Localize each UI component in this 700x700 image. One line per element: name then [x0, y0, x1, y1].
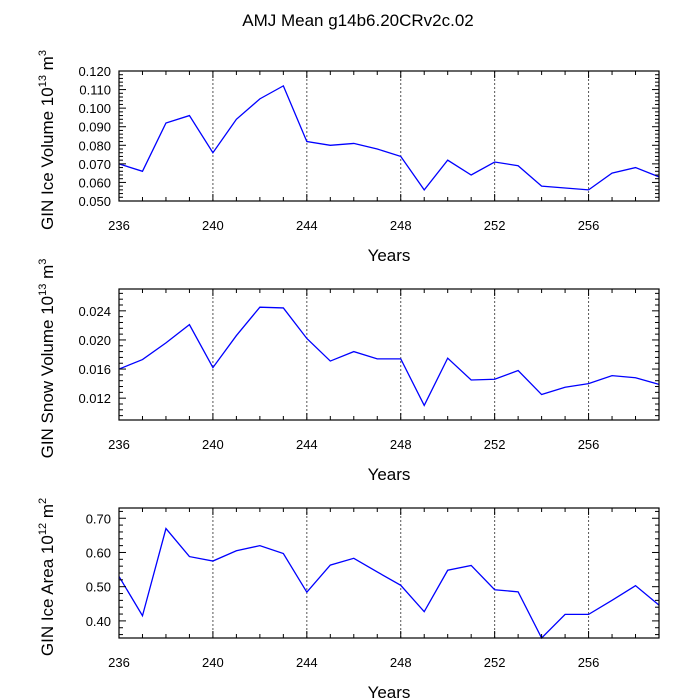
y-axis-label-text: GIN Ice Volume 10 — [38, 87, 57, 230]
x-tick-label: 248 — [390, 655, 412, 670]
y-axis-label: GIN Ice Volume 1013 m3 — [37, 50, 57, 230]
y-axis-label-unit: m — [38, 56, 57, 75]
x-tick-label: 244 — [296, 655, 318, 670]
y-axis-label-unit-exp: 3 — [37, 50, 49, 56]
x-tick-label: 256 — [578, 655, 600, 670]
panel-2: 236 240 244 248 252 256 0.012 0.016 0.020 0.024 Ye… — [37, 259, 660, 484]
y-tick-label: 0.090 — [78, 120, 111, 135]
x-tick-label: 252 — [484, 437, 506, 452]
y-axis-label-text: GIN Ice Area 10 — [38, 535, 57, 656]
chart-title: AMJ Mean g14b6.20CRv2c.02 — [242, 11, 474, 30]
y-tick-label: 0.016 — [78, 362, 111, 377]
series-line — [118, 84, 660, 191]
y-tick-label: 0.060 — [78, 175, 111, 190]
y-axis-label: GIN Ice Area 1012 m2 — [37, 498, 57, 656]
plot-frame — [118, 288, 660, 421]
y-tick-label: 0.40 — [86, 614, 111, 629]
x-tick-label: 236 — [108, 655, 130, 670]
y-tick-label: 0.70 — [86, 511, 111, 526]
y-tick-label: 0.070 — [78, 157, 111, 172]
y-axis-label-exp: 12 — [37, 523, 49, 535]
y-axis-label-unit-exp: 3 — [37, 259, 49, 265]
x-tick-label: 240 — [202, 218, 224, 233]
x-axis-label: Years — [368, 465, 411, 484]
y-tick-label: 0.120 — [78, 64, 111, 79]
panel-1: 236 240 244 248 252 256 0.050 0.060 0.070 0.080 0.… — [37, 50, 660, 265]
x-tick-label: 244 — [296, 218, 318, 233]
x-tick-label: 252 — [484, 218, 506, 233]
series-line — [118, 306, 660, 407]
x-tick-label: 248 — [390, 437, 412, 452]
x-axis-label: Years — [368, 683, 411, 700]
y-axis-label-exp: 13 — [37, 75, 49, 87]
y-tick-label: 0.020 — [78, 333, 111, 348]
x-tick-label: 236 — [108, 437, 130, 452]
x-tick-label: 252 — [484, 655, 506, 670]
y-axis-label-unit: m — [38, 265, 57, 284]
x-tick-label: 248 — [390, 218, 412, 233]
y-tick-label: 0.012 — [78, 391, 111, 406]
y-axis-label-exp: 13 — [37, 284, 49, 296]
y-axis-label-unit: m — [38, 504, 57, 523]
y-tick-label: 0.110 — [79, 83, 111, 98]
y-tick-label: 0.60 — [86, 545, 111, 560]
x-tick-label: 256 — [578, 218, 600, 233]
x-tick-label: 240 — [202, 437, 224, 452]
series-line — [118, 527, 660, 640]
x-tick-label: 244 — [296, 437, 318, 452]
x-tick-label: 256 — [578, 437, 600, 452]
y-tick-label: 0.024 — [78, 304, 111, 319]
y-tick-label: 0.050 — [78, 194, 111, 209]
y-axis-label-unit-exp: 2 — [37, 498, 49, 504]
y-tick-label: 0.100 — [78, 101, 111, 116]
plot-frame — [118, 507, 660, 639]
y-tick-label: 0.080 — [78, 138, 111, 153]
plot-frame — [118, 70, 660, 202]
x-tick-label: 236 — [108, 218, 130, 233]
y-axis-label-text: GIN Snow Volume 10 — [38, 296, 57, 459]
x-tick-label: 240 — [202, 655, 224, 670]
panels: 236 240 244 248 252 256 0.050 0.060 0.070 0.080 0.… — [37, 50, 660, 700]
panel-3: 236 240 244 248 252 256 0.40 0.50 0.60 0.70 Years G… — [37, 498, 660, 700]
y-tick-label: 0.50 — [86, 580, 111, 595]
y-axis-label: GIN Snow Volume 1013 m3 — [37, 259, 57, 459]
x-axis-label: Years — [368, 246, 411, 265]
